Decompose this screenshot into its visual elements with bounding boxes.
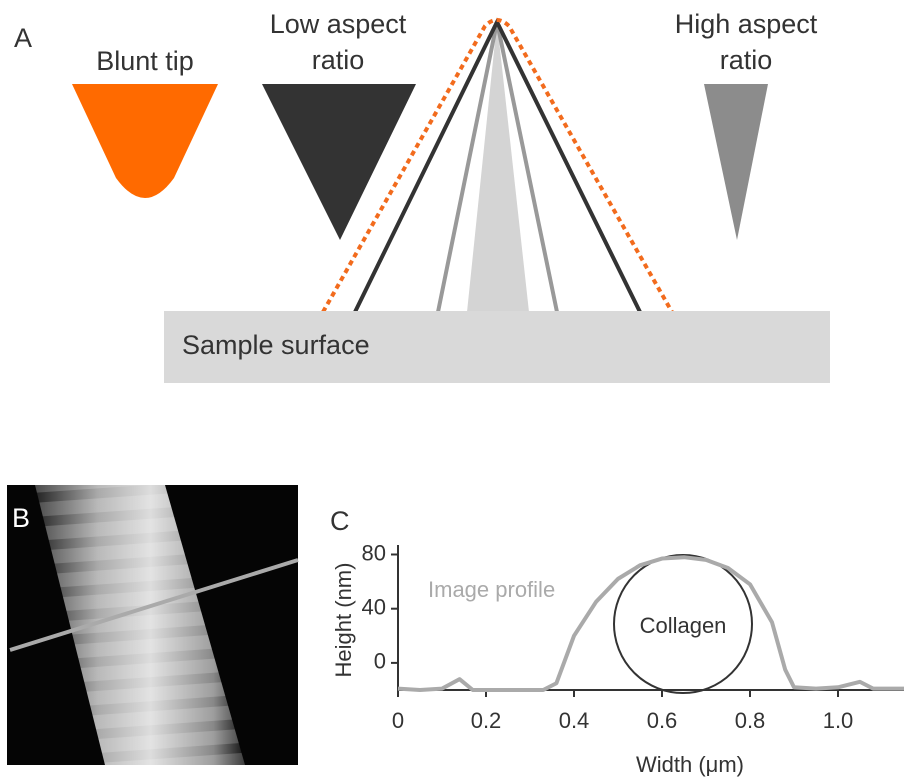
x-axis-title: Width (μm) xyxy=(636,752,744,777)
x-tick-label: 0.2 xyxy=(471,708,502,733)
x-tick-label: 0.8 xyxy=(735,708,766,733)
panel-label: A xyxy=(14,23,32,53)
annotation: Image profile xyxy=(428,577,555,602)
y-tick-label: 40 xyxy=(362,595,386,620)
low-aspect-tip xyxy=(262,84,416,240)
panel-label: C xyxy=(330,506,350,536)
x-tick-label: 0 xyxy=(392,708,404,733)
tip-label: High aspect xyxy=(675,9,818,39)
y-axis-title: Height (nm) xyxy=(331,563,356,678)
y-tick-label: 80 xyxy=(362,540,386,565)
annotation: Collagen xyxy=(640,613,727,638)
tip-label: ratio xyxy=(312,45,365,75)
panel-label: B xyxy=(12,503,30,533)
tip-label: Low aspect xyxy=(270,9,407,39)
profile-chart: C Width (μm) Height (nm) Image profile C… xyxy=(330,506,752,777)
y-tick-label: 0 xyxy=(374,649,386,674)
figure: A Blunt tip Low aspect ratio High aspect… xyxy=(0,0,907,782)
blunt-tip xyxy=(72,84,218,198)
tip-label: ratio xyxy=(720,45,773,75)
x-tick-label: 1.0 xyxy=(823,708,854,733)
surface-label: Sample surface xyxy=(182,330,370,360)
tip-label: Blunt tip xyxy=(96,46,194,76)
x-tick-label: 0.4 xyxy=(559,708,590,733)
x-tick-label: 0.6 xyxy=(647,708,678,733)
high-aspect-tip xyxy=(704,84,768,240)
